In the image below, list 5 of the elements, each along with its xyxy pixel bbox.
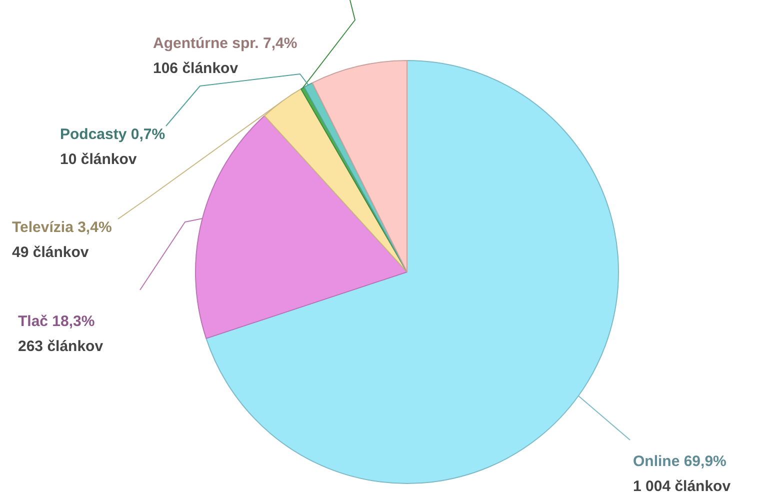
slice-label: Tlač 18,3% 263 článkov <box>18 313 104 356</box>
slice-label: Online 69,9% 1 004 článkov <box>633 453 732 496</box>
slice-label: Televízia 3,4% 49 článkov <box>12 219 112 262</box>
slice-label: Agentúrne spr. 7,4% 106 článkov <box>153 35 298 78</box>
slice-label: Podcasty 0,7% 10 článkov <box>60 126 166 168</box>
